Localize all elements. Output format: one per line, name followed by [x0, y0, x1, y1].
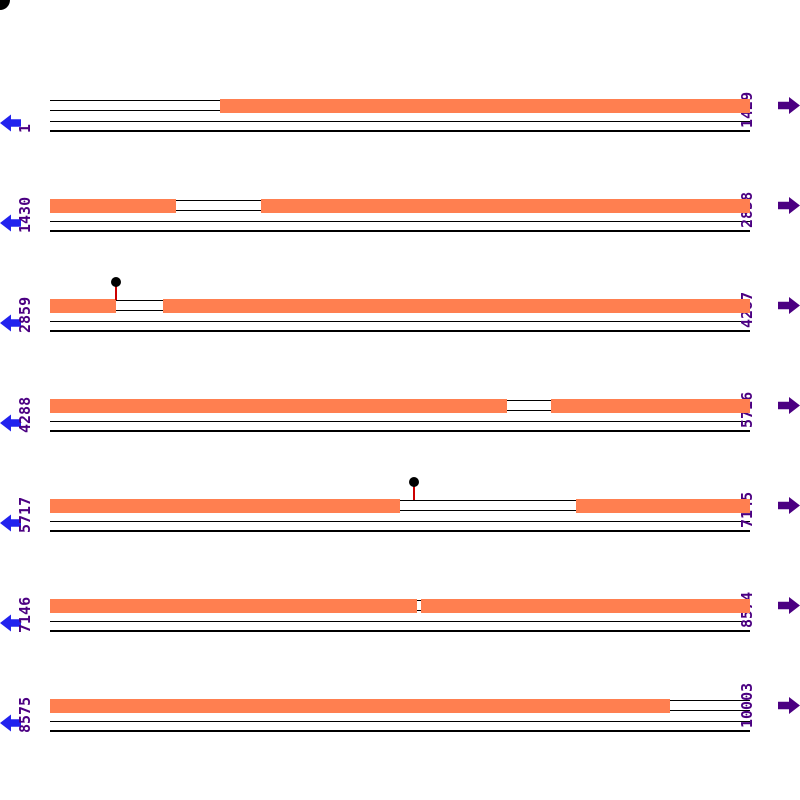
feature-segment — [163, 299, 750, 313]
frame-line-2 — [50, 530, 750, 532]
row-start-position: 7146 — [16, 596, 34, 633]
feature-segment — [50, 499, 400, 513]
scroll-right-arrow[interactable] — [778, 597, 800, 614]
scroll-right-arrow[interactable] — [778, 197, 800, 214]
scroll-left-arrow[interactable] — [0, 514, 21, 532]
row-start-position: 8575 — [16, 696, 34, 733]
frame-line-2 — [50, 430, 750, 432]
feature-segment — [550, 399, 750, 413]
marker-stem — [413, 484, 416, 500]
frame-line-1 — [50, 420, 750, 422]
sequence-row: 8575 10003 — [0, 670, 800, 740]
sequence-band — [50, 500, 750, 511]
scroll-right-arrow[interactable] — [778, 97, 800, 114]
frame-line-2 — [50, 130, 750, 132]
scroll-left-arrow[interactable] — [0, 714, 21, 732]
feature-segment — [50, 399, 508, 413]
frame-line-2 — [50, 230, 750, 232]
row-start-position: 5717 — [16, 496, 34, 533]
scroll-left-arrow[interactable] — [0, 614, 21, 632]
scroll-left-arrow[interactable] — [0, 414, 21, 432]
row-start-position: 1 — [16, 123, 34, 133]
scroll-right-arrow[interactable] — [778, 397, 800, 414]
scroll-right-arrow[interactable] — [778, 697, 800, 714]
sequence-row: 1 1429 — [0, 70, 800, 140]
scroll-left-arrow[interactable] — [0, 314, 21, 332]
scroll-right-arrow[interactable] — [778, 297, 800, 314]
sequence-row: 1430 2858 — [0, 170, 800, 240]
frame-line-1 — [50, 320, 750, 322]
feature-segment — [50, 299, 117, 313]
frame-line-2 — [50, 630, 750, 632]
feature-segment — [50, 699, 670, 713]
feature-segment — [50, 599, 418, 613]
frame-line-1 — [50, 620, 750, 622]
marker-dot — [409, 477, 420, 487]
sequence-row: 7146 8574 — [0, 570, 800, 640]
frame-line-1 — [50, 720, 750, 722]
feature-segment — [261, 199, 750, 213]
row-start-position: 1430 — [16, 196, 34, 233]
frame-line-2 — [50, 730, 750, 732]
marker-stem — [115, 284, 118, 300]
frame-line-1 — [50, 120, 750, 122]
corner-dot — [0, 0, 10, 10]
feature-segment — [220, 99, 750, 113]
marker-dot — [111, 277, 122, 287]
frame-line-1 — [50, 220, 750, 222]
row-end-position: 10003 — [738, 682, 756, 728]
sequence-row: 2859 4287 — [0, 270, 800, 340]
frame-line-2 — [50, 330, 750, 332]
scroll-left-arrow[interactable] — [0, 114, 21, 132]
sequence-row: 5717 7145 — [0, 470, 800, 540]
sequence-row: 4288 5716 — [0, 370, 800, 440]
row-start-position: 4288 — [16, 396, 34, 433]
scroll-left-arrow[interactable] — [0, 214, 21, 232]
feature-segment — [421, 599, 750, 613]
feature-segment — [50, 199, 176, 213]
frame-line-1 — [50, 520, 750, 522]
scroll-right-arrow[interactable] — [778, 497, 800, 514]
row-start-position: 2859 — [16, 296, 34, 333]
feature-segment — [575, 499, 750, 513]
